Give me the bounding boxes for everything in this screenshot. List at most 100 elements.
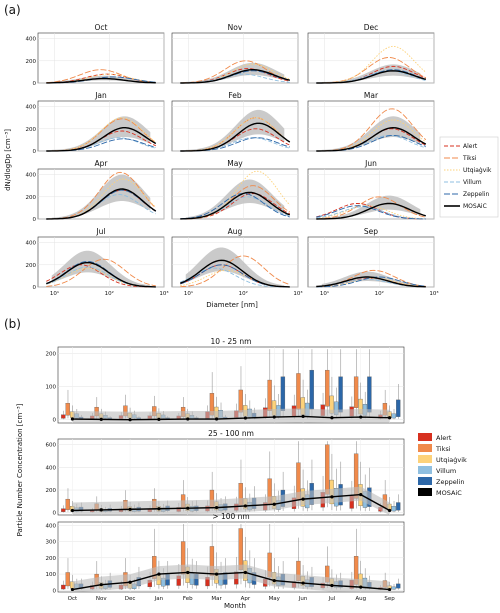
mosaic-range-band	[51, 174, 151, 219]
legend-b-swatch-alert	[418, 433, 432, 441]
legend-b-label: Alert	[436, 434, 452, 442]
series-line-mosaic	[180, 259, 290, 288]
subplot-title: Jul	[95, 227, 105, 236]
y-tick-label: 0	[33, 81, 37, 87]
mosaic-point	[387, 587, 392, 592]
x-tick-label: 10³	[159, 290, 168, 297]
legend-b-swatch-mosaic	[418, 488, 432, 496]
y-tick-label: 0	[33, 217, 37, 223]
box-tiksi	[353, 376, 359, 408]
mosaic-range-band	[72, 486, 390, 515]
subplot-sep: Sep 10¹ 10² 10³	[307, 227, 439, 297]
mosaic-range-band	[185, 179, 285, 219]
subplot-title: Jun	[364, 159, 377, 168]
x-tick-label: Jun	[298, 596, 308, 602]
subplot-title: Jan	[94, 91, 107, 100]
mosaic-point	[301, 414, 305, 418]
box-tiksi	[325, 444, 330, 495]
mosaic-point	[330, 583, 334, 588]
mosaic-range-band	[51, 116, 151, 151]
y-tick-label: 400	[26, 37, 37, 43]
subplot-title: Oct	[95, 23, 108, 32]
mosaic-point	[243, 504, 248, 508]
box-tiksi	[296, 373, 301, 410]
y-tick-label: 200	[26, 127, 37, 133]
series-line-mosaic	[316, 126, 427, 152]
legend-b-swatch-utqiagvik	[418, 455, 432, 463]
mosaic-point	[272, 579, 276, 583]
mosaic-point	[157, 507, 161, 511]
series-line-mosaic	[316, 202, 426, 220]
x-tick-label: 10¹	[50, 290, 59, 297]
subplot-oct: Oct 0 200 400	[26, 23, 165, 87]
subplot-nov: Nov	[171, 23, 299, 84]
boxplot-3: > 100 nm 0 100 200 300 400 Oct Nov Dec Jan Feb Mar A…	[46, 512, 405, 602]
mosaic-point	[186, 570, 190, 575]
mosaic-point	[330, 495, 334, 499]
mosaic-point	[214, 506, 219, 510]
subplot-title: Sep	[364, 227, 378, 236]
mosaic-point	[359, 415, 363, 419]
panel-b-grid: 10 - 25 nm 0 100 200 25 - 100 nm 0 200 400 600 > …	[46, 337, 405, 602]
series-line-mosaic	[46, 188, 157, 220]
subplot-title: 10 - 25 nm	[210, 337, 251, 346]
series-line-zeppelin	[180, 192, 290, 220]
legend-b-label: Tiksi	[435, 445, 451, 453]
subplot-may: May	[171, 159, 299, 220]
subplot-title: May	[227, 159, 243, 168]
x-tick-label: Aug	[355, 596, 366, 602]
subplot-dec: Dec	[307, 23, 435, 84]
series-line-utqiagvik	[316, 277, 426, 288]
series-line-tiksi	[180, 60, 290, 84]
series-line-mosaic	[46, 261, 156, 288]
subplot-jan: Jan 0 200 400	[26, 91, 165, 155]
y-tick-label: 0	[53, 511, 57, 517]
mosaic-point	[157, 572, 161, 576]
panel-b-legend: Alert Tiksi Utqiaġvik Villum Zeppelin MOSAiC	[418, 433, 467, 497]
series-line-tiksi	[46, 258, 156, 287]
box-tiksi	[65, 498, 70, 510]
box-tiksi	[65, 572, 70, 587]
subplot-title: > 100 nm	[212, 512, 249, 521]
x-tick-label: Apr	[241, 596, 251, 602]
series-line-mosaic	[180, 122, 291, 152]
series-line-mosaic	[316, 70, 426, 84]
series-line-mosaic	[180, 191, 291, 220]
series-line-mosaic	[46, 126, 157, 152]
legend-b-swatch-zeppelin	[418, 477, 432, 485]
subplot-title: Dec	[364, 23, 379, 32]
panel-a-xlabel: Diameter [nm]	[206, 301, 258, 309]
boxplot-2: 25 - 100 nm 0 200 400 600	[46, 429, 405, 517]
x-tick-label: 10²	[375, 290, 384, 297]
box-zeppelin	[396, 502, 401, 511]
series-line-mosaic	[46, 77, 156, 84]
subplot-jun: Jun	[307, 159, 435, 220]
box-zeppelin	[396, 583, 401, 589]
legend-a-label: Villum	[463, 179, 482, 186]
box-alert	[61, 508, 66, 512]
y-tick-label: 200	[46, 556, 57, 562]
series-line-tiksi	[180, 255, 290, 288]
box-tiksi	[65, 403, 70, 416]
y-tick-label: 400	[26, 105, 37, 111]
mosaic-point	[272, 502, 276, 506]
legend-a-label: MOSAiC	[463, 203, 487, 210]
series-line-tiksi	[316, 196, 426, 220]
x-tick-label: 10¹	[320, 290, 329, 297]
series-line-tiksi	[46, 69, 156, 84]
y-tick-label: 400	[46, 523, 57, 529]
mosaic-point	[387, 416, 392, 420]
mosaic-point	[359, 492, 363, 497]
box-tiksi	[238, 528, 243, 571]
legend-a-label: Zeppelin	[463, 191, 489, 198]
panel-b-label: (b)	[4, 317, 21, 331]
y-tick-label: 0	[33, 149, 37, 155]
subplot-frame	[37, 32, 165, 84]
mosaic-point	[186, 506, 190, 510]
mosaic-point	[359, 585, 363, 589]
mosaic-point	[214, 572, 219, 576]
x-tick-label: Sep	[384, 596, 395, 602]
mosaic-line	[72, 571, 390, 591]
box-villum	[391, 586, 396, 590]
